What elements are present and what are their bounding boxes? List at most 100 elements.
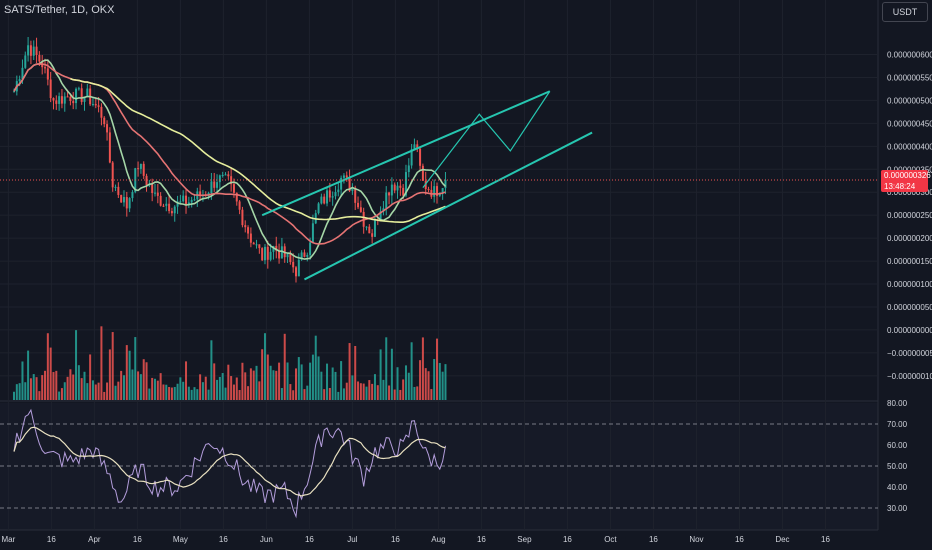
volume-bar: [303, 389, 306, 400]
candle-body: [55, 100, 58, 104]
candle-body: [357, 202, 360, 208]
candle-body: [108, 132, 111, 163]
volume-bar: [111, 332, 114, 400]
volume-bar: [125, 345, 128, 400]
volume-bar: [311, 354, 314, 400]
candle-body: [58, 96, 61, 104]
volume-bar: [159, 373, 162, 400]
volume-bar: [292, 390, 295, 400]
candle-body: [52, 98, 55, 101]
volume-bar: [247, 386, 250, 400]
volume-bar: [15, 384, 18, 400]
candle-body: [142, 163, 145, 176]
volume-bar: [190, 389, 193, 400]
candle-body: [176, 201, 179, 207]
time-tick-label: Jul: [347, 535, 357, 544]
time-tick-label: Apr: [88, 535, 101, 544]
candle-body: [18, 79, 21, 82]
candle-body: [275, 245, 278, 251]
volume-bar: [122, 375, 125, 400]
volume-bar: [444, 364, 447, 400]
candle-body: [137, 168, 140, 170]
volume-bar: [55, 370, 58, 400]
candle-body: [404, 172, 407, 196]
candle-body: [190, 199, 193, 203]
volume-bar: [396, 367, 399, 400]
time-tick-label: 16: [563, 535, 572, 544]
candle-body: [249, 233, 252, 243]
candle-body: [309, 242, 312, 255]
candle-body: [32, 46, 35, 56]
candle-body: [221, 174, 224, 176]
candle-body: [216, 182, 219, 188]
volume-bar: [263, 333, 266, 400]
volume-bar: [232, 384, 235, 400]
volume-bar: [216, 379, 219, 400]
candle-body: [382, 208, 385, 212]
candle-body: [125, 197, 128, 209]
currency-button[interactable]: USDT: [882, 2, 928, 22]
current-price-tag: 0.0000003267 13:48:24: [881, 170, 932, 192]
volume-bar: [382, 379, 385, 400]
volume-bar: [345, 382, 348, 400]
candle-body: [94, 104, 97, 106]
volume-bar: [106, 382, 109, 400]
candle-body: [359, 207, 362, 212]
candle-body: [97, 105, 100, 107]
volume-bar: [326, 363, 329, 400]
volume-bar: [278, 362, 281, 400]
candle-body: [258, 244, 261, 249]
volume-bar: [280, 388, 283, 400]
candle-body: [145, 175, 148, 185]
candle-body: [427, 189, 430, 191]
volume-bar: [320, 371, 323, 400]
channel-line: [261, 90, 551, 217]
volume-bar: [131, 369, 134, 400]
candle-body: [227, 174, 230, 177]
volume-bar: [32, 374, 35, 400]
candle-body: [413, 144, 416, 150]
price-tick-label: 0.0000000000: [887, 326, 932, 335]
volume-bar: [334, 371, 337, 400]
volume-bar: [193, 387, 196, 400]
volume-bar: [21, 361, 24, 400]
candle-body: [66, 96, 69, 98]
candle-body: [182, 195, 185, 202]
volume-bar: [328, 387, 331, 400]
candle-body: [35, 46, 38, 55]
volume-bar: [230, 376, 233, 400]
candle-body: [326, 190, 329, 204]
volume-bar: [402, 379, 405, 400]
candle-body: [348, 177, 351, 192]
candle-body: [210, 181, 213, 194]
candle-body: [72, 101, 75, 104]
candle-body: [297, 259, 300, 277]
volume-bar: [323, 389, 326, 400]
volume-bar: [373, 374, 376, 400]
rsi-pane-background: [0, 403, 878, 530]
volume-bar: [252, 370, 255, 400]
volume-bar: [362, 383, 365, 400]
symbol-label[interactable]: SATS/Tether, 1D, OKX: [4, 4, 115, 16]
candle-body: [419, 148, 422, 166]
volume-bar: [441, 371, 444, 400]
volume-bar: [27, 350, 30, 400]
volume-bar: [162, 384, 165, 400]
volume-bar: [421, 337, 424, 400]
volume-bar: [63, 382, 66, 400]
volume-bar: [390, 348, 393, 400]
volume-bar: [187, 386, 190, 400]
rsi-tick-label: 80.00: [887, 399, 908, 408]
candle-body: [407, 165, 410, 173]
volume-bar: [44, 370, 47, 400]
candle-body: [373, 219, 376, 237]
volume-bar: [241, 362, 244, 400]
volume-bar: [80, 378, 83, 400]
rsi-tick-label: 50.00: [887, 462, 908, 471]
volume-bar: [436, 338, 438, 400]
candle-body: [396, 185, 399, 191]
